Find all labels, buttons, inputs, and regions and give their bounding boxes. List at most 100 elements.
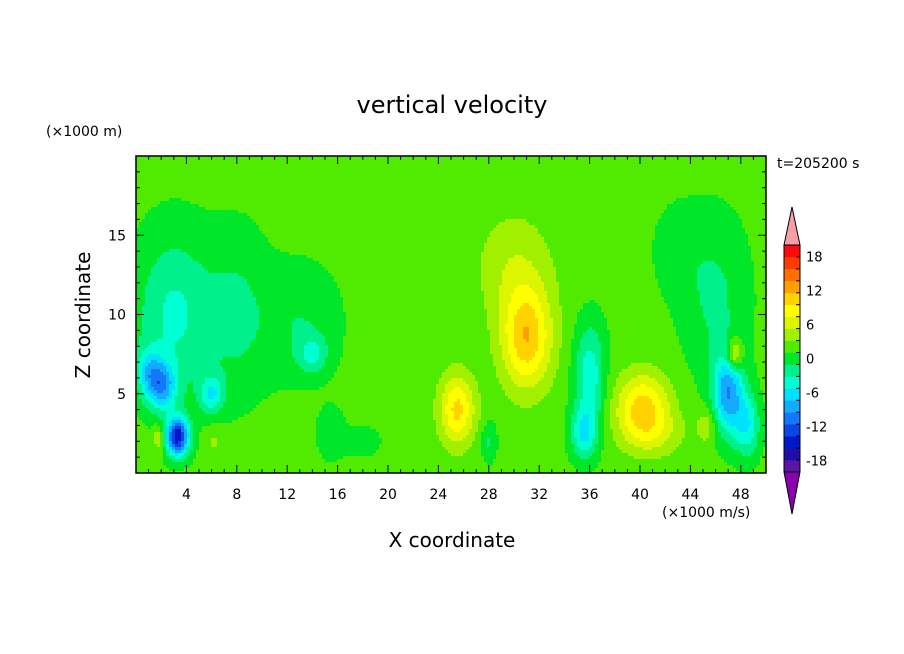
field-cell (691, 183, 695, 187)
field-cell (466, 222, 470, 226)
field-cell (493, 180, 497, 184)
field-cell (298, 168, 302, 172)
field-cell (178, 222, 182, 226)
field-cell (253, 174, 257, 178)
field-cell (670, 171, 674, 175)
field-cell (436, 171, 440, 175)
field-cell (640, 222, 644, 226)
field-cell (763, 180, 766, 184)
field-cell (583, 162, 587, 166)
field-cell (472, 222, 476, 226)
field-cell (253, 180, 257, 184)
field-cell (412, 213, 416, 217)
field-cell (631, 174, 635, 178)
field-cell (517, 210, 521, 214)
field-cell (184, 210, 188, 214)
field-cell (193, 225, 197, 229)
field-cell (583, 219, 587, 223)
field-cell (304, 210, 308, 214)
field-cell (184, 159, 188, 163)
field-cell (136, 201, 140, 205)
field-cell (598, 201, 602, 205)
field-cell (358, 225, 362, 229)
field-cell (574, 204, 578, 208)
field-cell (136, 168, 140, 172)
field-cell (487, 183, 491, 187)
field-cell (580, 225, 584, 229)
field-cell (628, 222, 632, 226)
field-cell (748, 219, 752, 223)
field-cell (289, 174, 293, 178)
field-cell (568, 201, 572, 205)
field-cell (298, 186, 302, 190)
field-cell (406, 225, 410, 229)
field-cell (424, 222, 428, 226)
field-cell (706, 210, 710, 214)
field-cell (427, 219, 431, 223)
field-cell (520, 177, 524, 181)
field-cell (367, 174, 371, 178)
field-cell (436, 186, 440, 190)
field-cell (616, 198, 620, 202)
field-cell (256, 192, 260, 196)
field-cell (604, 186, 608, 190)
field-cell (727, 213, 731, 217)
field-cell (412, 174, 416, 178)
field-cell (178, 210, 182, 214)
field-cell (529, 186, 533, 190)
field-cell (718, 189, 722, 193)
field-cell (529, 168, 533, 172)
field-cell (511, 219, 515, 223)
field-cell (379, 192, 383, 196)
field-cell (631, 177, 635, 181)
field-cell (400, 216, 404, 220)
field-cell (535, 207, 539, 211)
field-cell (211, 171, 215, 175)
field-cell (439, 201, 443, 205)
field-cell (301, 180, 305, 184)
field-cell (577, 156, 581, 160)
field-cell (220, 210, 224, 214)
field-cell (349, 189, 353, 193)
field-cell (193, 186, 197, 190)
field-cell (598, 213, 602, 217)
field-cell (211, 174, 215, 178)
field-cell (565, 162, 569, 166)
field-cell (586, 177, 590, 181)
field-cell (325, 207, 329, 211)
field-cell (370, 189, 374, 193)
field-cell (625, 183, 629, 187)
field-cell (241, 183, 245, 187)
field-cell (589, 195, 593, 199)
field-cell (721, 165, 725, 169)
field-cell (334, 174, 338, 178)
field-cell (571, 159, 575, 163)
field-cell (214, 210, 218, 214)
field-cell (655, 207, 659, 211)
field-cell (232, 183, 236, 187)
field-cell (343, 225, 347, 229)
field-cell (253, 222, 257, 226)
field-cell (343, 162, 347, 166)
field-cell (376, 189, 380, 193)
field-cell (532, 210, 536, 214)
field-cell (157, 183, 161, 187)
field-cell (625, 210, 629, 214)
field-cell (478, 213, 482, 217)
field-cell (448, 213, 452, 217)
field-cell (181, 159, 185, 163)
field-cell (187, 195, 191, 199)
field-cell (226, 213, 230, 217)
field-cell (376, 219, 380, 223)
field-cell (421, 192, 425, 196)
field-cell (481, 177, 485, 181)
field-cell (427, 216, 431, 220)
field-cell (397, 213, 401, 217)
field-cell (175, 171, 179, 175)
field-cell (337, 156, 341, 160)
field-cell (172, 195, 176, 199)
field-cell (268, 216, 272, 220)
field-cell (733, 219, 737, 223)
field-cell (367, 210, 371, 214)
field-cell (349, 195, 353, 199)
